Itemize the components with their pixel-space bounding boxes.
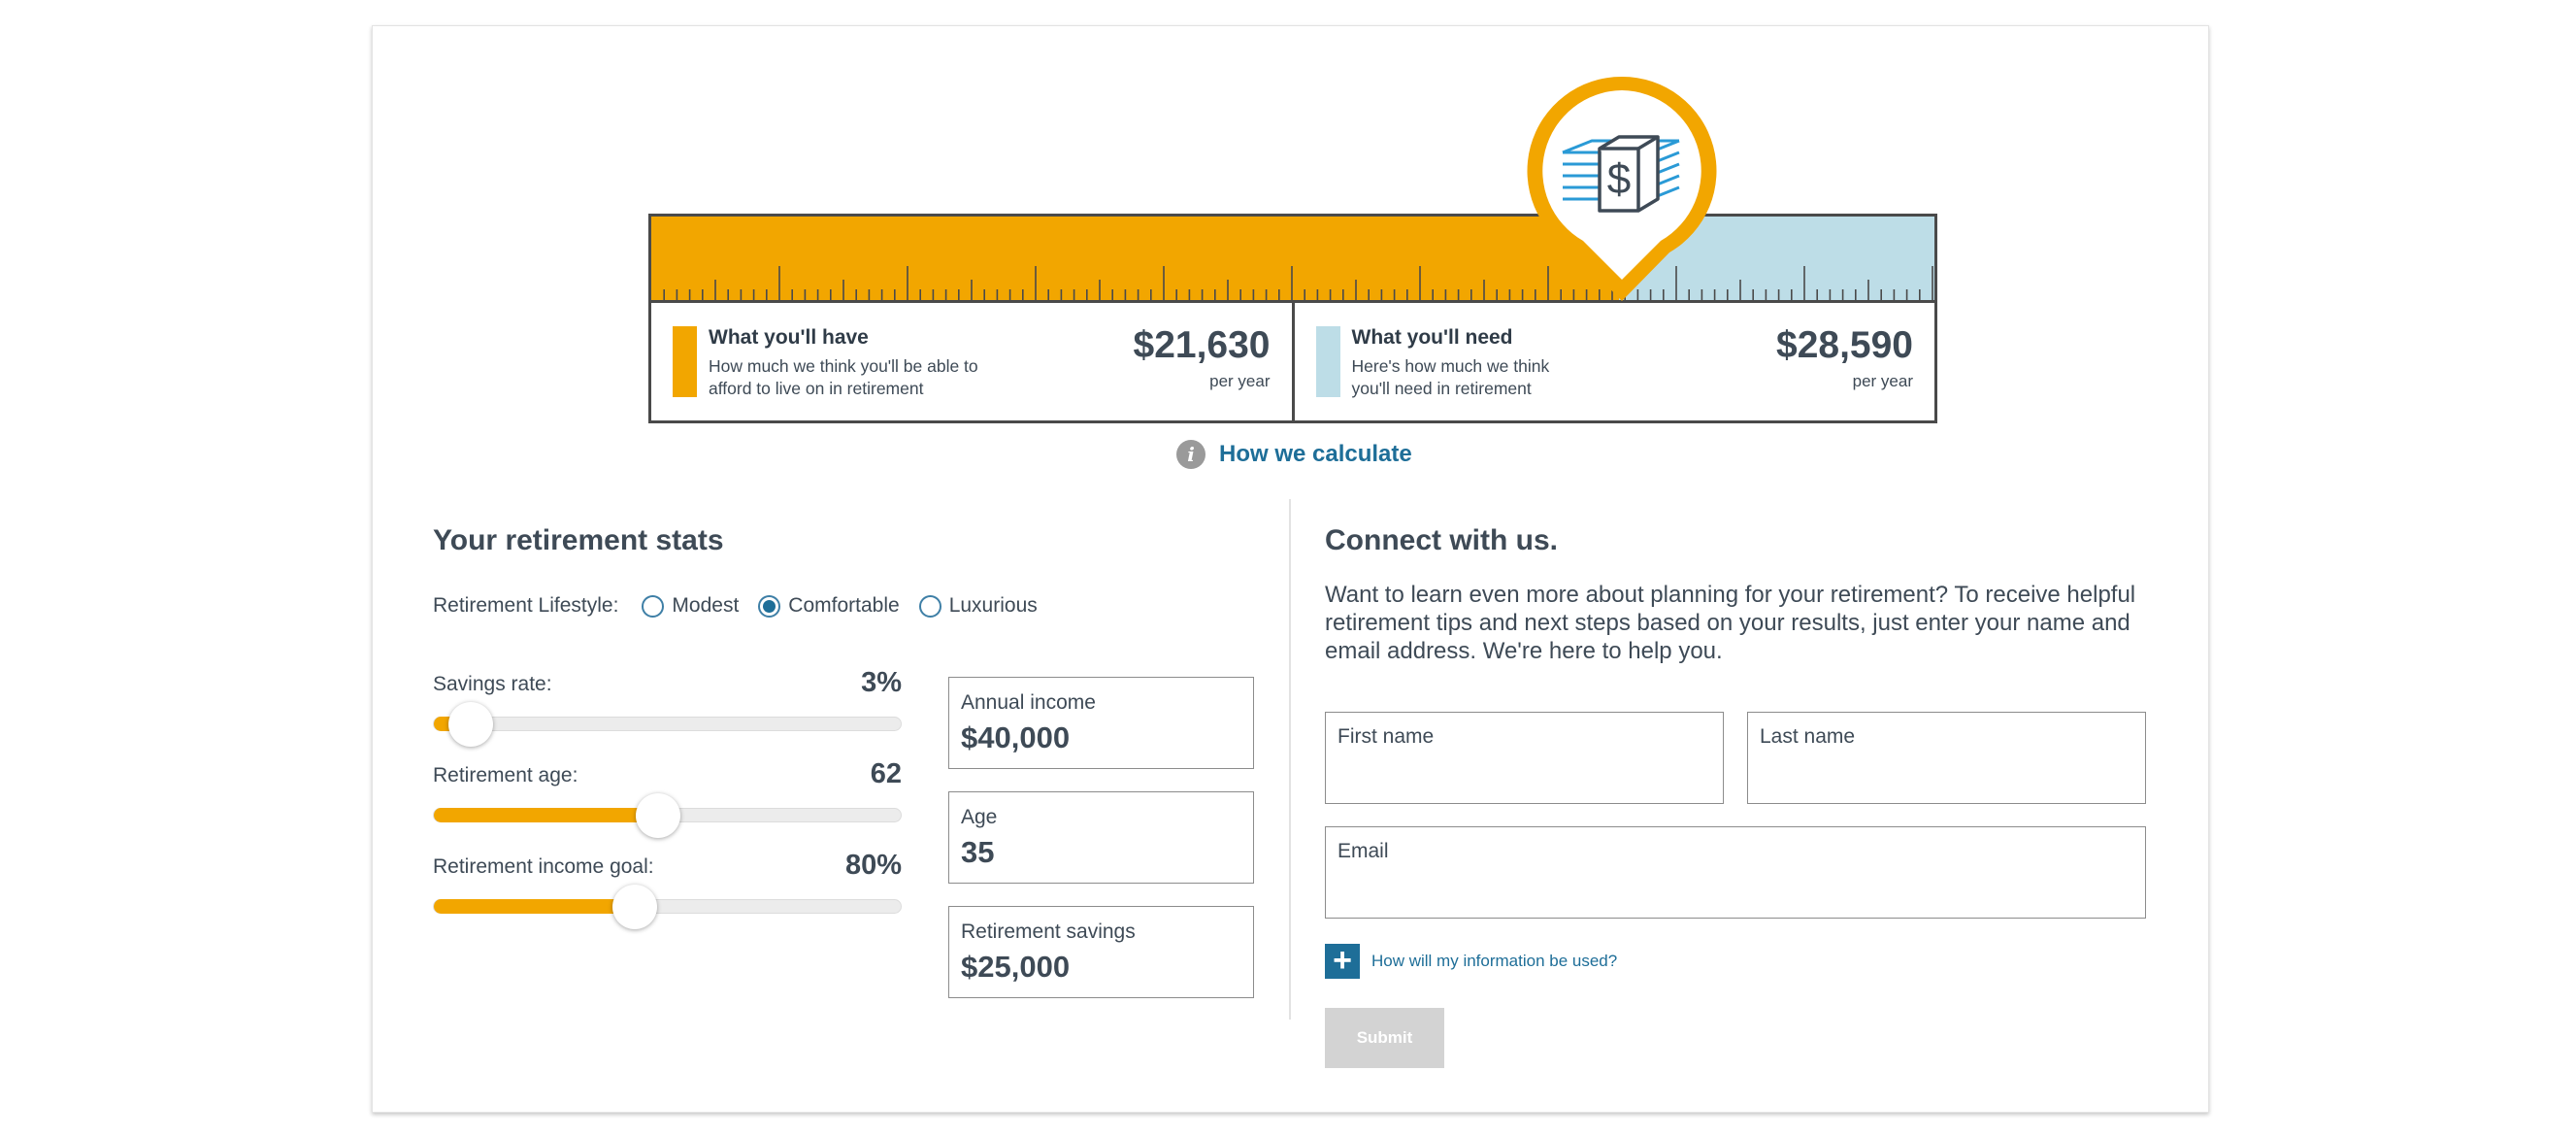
money-stack-icon: $ [1562, 135, 1680, 213]
lifestyle-option-label: Luxurious [948, 594, 1038, 617]
last-name-label: Last name [1760, 725, 1856, 748]
savings-rate-label: Savings rate: [433, 673, 552, 695]
savings-rate-value: 3% [861, 667, 902, 698]
have-summary: What you'll have How much we think you'l… [651, 303, 1292, 423]
radio-comfortable[interactable] [758, 594, 781, 618]
gauge-pin: $ [1527, 76, 1717, 301]
stats-title: Your retirement stats [433, 524, 724, 556]
radio-luxurious[interactable] [918, 594, 941, 618]
have-description: How much we think you'll be able to affo… [709, 356, 978, 398]
info-usage-toggle[interactable]: + How will my information be used? [1325, 944, 1617, 979]
need-unit: per year [1852, 372, 1913, 390]
retirement-age-value: 62 [870, 758, 902, 789]
svg-text:$: $ [1607, 155, 1631, 203]
lifestyle-option-modest[interactable]: Modest [642, 594, 739, 618]
how-we-calculate-link[interactable]: i How we calculate [1176, 440, 1412, 469]
connect-title: Connect with us. [1325, 524, 1558, 556]
annual-income-field[interactable]: Annual income $40,000 [948, 677, 1254, 769]
need-swatch [1315, 326, 1340, 397]
retirement-age-label: Retirement age: [433, 764, 578, 787]
info-usage-label[interactable]: How will my information be used? [1371, 952, 1618, 970]
need-description: Here's how much we think you'll need in … [1351, 356, 1550, 398]
annual-income-value[interactable]: $40,000 [961, 720, 1071, 754]
age-field[interactable]: Age 35 [948, 791, 1254, 884]
income-goal-track[interactable] [433, 885, 902, 929]
how-we-calculate-label: How we calculate [1219, 441, 1412, 467]
have-unit: per year [1209, 372, 1271, 390]
income-goal-thumb[interactable] [611, 885, 657, 929]
ruler-ticks [663, 266, 1933, 300]
have-fill [651, 217, 1619, 300]
first-name-label: First name [1338, 725, 1435, 748]
age-label: Age [961, 806, 998, 828]
have-amount: $21,630 [1133, 324, 1271, 366]
lifestyle-option-label: Modest [672, 594, 740, 617]
income-goal-fill [434, 899, 635, 914]
retirement-savings-value[interactable]: $25,000 [961, 950, 1071, 984]
lifestyle-selector: Retirement Lifestyle: Modest Comfortable… [433, 594, 1057, 618]
radio-modest[interactable] [642, 594, 665, 618]
retirement-age-fill [434, 808, 658, 822]
plus-icon[interactable]: + [1325, 944, 1360, 979]
submit-button[interactable]: Submit [1325, 1008, 1444, 1068]
last-name-input[interactable] [1760, 757, 2133, 790]
lifestyle-option-label: Comfortable [788, 594, 900, 617]
lifestyle-option-luxurious[interactable]: Luxurious [918, 594, 1038, 618]
email-input[interactable] [1338, 872, 2133, 905]
have-title: What you'll have [709, 326, 869, 349]
need-title: What you'll need [1351, 326, 1513, 349]
annual-income-label: Annual income [961, 691, 1096, 714]
have-swatch [673, 326, 697, 397]
first-name-field[interactable]: First name [1325, 712, 1724, 804]
retirement-age-track[interactable] [433, 793, 902, 838]
income-goal-label: Retirement income goal: [433, 855, 654, 878]
savings-rate-thumb[interactable] [448, 702, 494, 747]
need-summary: What you'll need Here's how much we thin… [1291, 303, 1935, 423]
connect-description: Want to learn even more about planning f… [1325, 582, 2136, 664]
need-amount: $28,590 [1776, 324, 1913, 366]
lifestyle-label: Retirement Lifestyle: [433, 594, 619, 617]
income-gauge: What you'll have How much we think you'l… [648, 214, 1937, 423]
info-icon: i [1176, 440, 1205, 469]
email-field[interactable]: Email [1325, 826, 2146, 919]
email-label: Email [1338, 840, 1389, 862]
income-goal-value: 80% [844, 850, 902, 881]
retirement-savings-label: Retirement savings [961, 920, 1136, 943]
lifestyle-option-comfortable[interactable]: Comfortable [758, 594, 900, 618]
age-value[interactable]: 35 [961, 835, 995, 869]
panel-divider [1289, 499, 1291, 1020]
retirement-savings-field[interactable]: Retirement savings $25,000 [948, 906, 1254, 998]
first-name-input[interactable] [1338, 757, 1711, 790]
retirement-age-thumb[interactable] [635, 793, 680, 838]
last-name-field[interactable]: Last name [1747, 712, 2146, 804]
gauge-bar [651, 217, 1934, 303]
savings-rate-track[interactable] [433, 702, 902, 747]
